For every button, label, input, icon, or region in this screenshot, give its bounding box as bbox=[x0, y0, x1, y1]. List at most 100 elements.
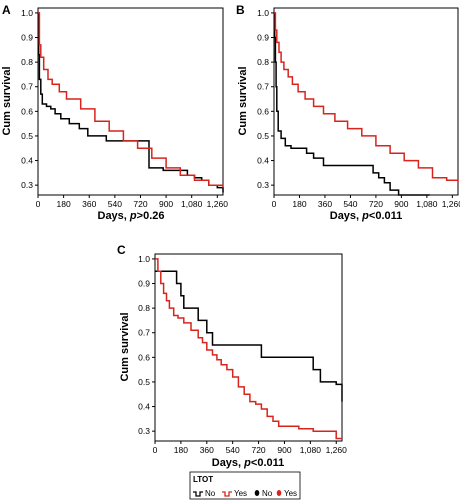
legend-item-no-line: No bbox=[193, 489, 216, 498]
panel-c-x-tick-label: 1,260 bbox=[326, 445, 348, 455]
panel-c-label: C bbox=[117, 243, 126, 257]
panel-b-y-axis-label: Cum survival bbox=[237, 66, 249, 135]
panel-b-x-tick-label: 1,080 bbox=[416, 199, 438, 209]
panel-b-y-tick-label: 0.7 bbox=[257, 82, 269, 92]
legend: LTOT No Yes No Yes bbox=[189, 471, 301, 500]
panel-c-y-tick-label: 1.0 bbox=[138, 254, 150, 264]
panel-c-series bbox=[155, 258, 343, 440]
panel-a-y-ticks: 0.3 0.4 0.5 0.6 0.7 0.8 0.9 1.0 bbox=[21, 8, 38, 190]
panel-a-x-tick-label: 900 bbox=[159, 199, 173, 209]
legend-item-yes-line: Yes bbox=[222, 489, 247, 498]
panel-c-y-tick-label: 0.3 bbox=[138, 426, 150, 436]
panel-c-y-tick-label: 0.5 bbox=[138, 377, 150, 387]
panel-b-series-yes-line bbox=[274, 12, 459, 183]
panel-b: B Cum survival 0.30.40.50.60.70.80.91.0 … bbox=[236, 3, 460, 222]
panel-c-x-axis-label-value: <0.011 bbox=[251, 457, 284, 469]
panel-a: A Cum survival 0.30.40.50.60.70.80.91.0 … bbox=[1, 3, 228, 222]
panel-a-y-tick-label: 0.7 bbox=[21, 82, 33, 92]
panel-b-label: B bbox=[236, 3, 245, 17]
panel-a-series-no-line bbox=[37, 12, 224, 193]
panel-a-y-tick-label: 0.5 bbox=[21, 131, 33, 141]
panel-a-y-tick-label: 0.6 bbox=[21, 106, 33, 116]
panel-b-x-axis-label-text: Days, bbox=[330, 210, 362, 222]
panel-a-x-tick-label: 540 bbox=[108, 199, 122, 209]
panel-c-y-tick-label: 0.4 bbox=[138, 402, 150, 412]
panel-a-y-tick-label: 0.9 bbox=[21, 33, 33, 43]
panel-b-plot-frame bbox=[273, 7, 459, 196]
panel-c-y-tick-label: 0.9 bbox=[138, 279, 150, 289]
panel-b-y-ticks: 0.3 0.4 0.5 0.6 0.7 0.8 0.9 1.0 bbox=[257, 8, 274, 190]
panel-b-series-no-line bbox=[273, 12, 430, 196]
panel-b-y-tick-label: 0.5 bbox=[257, 131, 269, 141]
panel-b-x-tick-label: 900 bbox=[394, 199, 408, 209]
panel-b-y-tick-label: 0.9 bbox=[257, 33, 269, 43]
panel-b-x-tick-label: 1,260 bbox=[442, 199, 460, 209]
legend-censored-dot-black-icon bbox=[254, 490, 260, 496]
panel-b-x-axis-label-value: <0.011 bbox=[369, 210, 402, 222]
legend-step-line-red-icon bbox=[222, 491, 232, 497]
panel-c-x-tick-label: 1,080 bbox=[300, 445, 322, 455]
panel-b-y-tick-label: 0.8 bbox=[257, 57, 269, 67]
panel-c-x-tick-label: 360 bbox=[200, 445, 214, 455]
panel-c-x-axis-label: Days, p<0.011 bbox=[212, 457, 285, 469]
panel-c-y-tick-label: 0.6 bbox=[138, 352, 150, 362]
panel-a-x-tick-label: 180 bbox=[57, 199, 71, 209]
panel-b-x-tick-label: 540 bbox=[343, 199, 357, 209]
panel-c-x-tick-label: 0 bbox=[153, 445, 158, 455]
panel-a-y-axis-label: Cum survival bbox=[1, 66, 13, 135]
panel-a-label: A bbox=[2, 3, 11, 17]
panel-a-x-tick-label: 360 bbox=[82, 199, 96, 209]
legend-label-no: No bbox=[205, 489, 216, 498]
legend-label-no-censored: No bbox=[262, 489, 273, 498]
panel-a-y-tick-label: 0.4 bbox=[21, 156, 33, 166]
legend-label-yes: Yes bbox=[234, 489, 247, 498]
panel-c-x-tick-label: 540 bbox=[226, 445, 240, 455]
panel-b-y-tick-label: 1.0 bbox=[257, 8, 269, 18]
panel-b-x-tick-label: 720 bbox=[369, 199, 383, 209]
legend-step-line-black-icon bbox=[193, 491, 203, 497]
panel-a-y-tick-label: 0.8 bbox=[21, 57, 33, 67]
panel-a-plot-frame bbox=[37, 7, 224, 196]
panel-c-x-axis-label-p: p bbox=[243, 457, 251, 469]
panel-a-x-tick-label: 720 bbox=[133, 199, 147, 209]
panel-c-x-tick-label: 180 bbox=[174, 445, 188, 455]
panel-c-x-tick-label: 720 bbox=[251, 445, 265, 455]
panel-c-y-ticks: 0.3 0.4 0.5 0.6 0.7 0.8 0.9 1.0 bbox=[138, 254, 155, 436]
panel-a-x-tick-label: 0 bbox=[36, 199, 41, 209]
panel-a-x-axis-label-value: >0.26 bbox=[137, 210, 165, 222]
panel-c-y-axis-label: Cum survival bbox=[119, 312, 131, 381]
panel-a-y-tick-label: 0.3 bbox=[21, 180, 33, 190]
legend-frame bbox=[189, 471, 301, 500]
panel-b-series bbox=[273, 12, 459, 196]
panel-a-x-tick-label: 1,080 bbox=[181, 199, 203, 209]
panel-c-y-tick-label: 0.8 bbox=[138, 303, 150, 313]
panel-c-plot-frame bbox=[154, 253, 343, 442]
panel-c-x-ticks: 0 180 360 540 720 900 1,080 1,260 bbox=[153, 441, 348, 455]
legend-title: LTOT bbox=[193, 475, 213, 484]
panel-c-series-yes-line bbox=[155, 258, 342, 440]
panel-a-x-ticks: 0 180 360 540 720 900 1,080 1,260 bbox=[36, 195, 229, 209]
panel-b-x-axis-label-p: p bbox=[361, 210, 369, 222]
panel-b-x-ticks: 0 180 360 540 720 900 1,080 1,260 bbox=[272, 195, 460, 209]
legend-item-yes-censored: Yes bbox=[276, 489, 297, 498]
legend-item-no-censored: No bbox=[254, 489, 273, 498]
panel-b-x-axis-label: Days, p<0.011 bbox=[330, 210, 403, 222]
panel-b-x-tick-label: 180 bbox=[292, 199, 306, 209]
panel-a-series bbox=[37, 12, 224, 193]
panel-c-series-no-line bbox=[155, 270, 343, 402]
panel-b-x-tick-label: 0 bbox=[272, 199, 277, 209]
panel-a-y-tick-label: 1.0 bbox=[21, 8, 33, 18]
panel-a-x-tick-label: 1,260 bbox=[207, 199, 229, 209]
panel-b-y-tick-label: 0.4 bbox=[257, 156, 269, 166]
panel-a-x-axis-label: Days, p>0.26 bbox=[98, 210, 165, 222]
panel-c-y-tick-label: 0.7 bbox=[138, 328, 150, 338]
panel-a-series-yes-line bbox=[38, 12, 224, 188]
panel-b-y-tick-label: 0.6 bbox=[257, 106, 269, 116]
panel-c: C Cum survival 0.30.40.50.60.70.80.91.0 … bbox=[117, 243, 347, 469]
legend-label-yes-censored: Yes bbox=[284, 489, 297, 498]
panel-c-x-tick-label: 900 bbox=[277, 445, 291, 455]
legend-censored-dot-red-icon bbox=[276, 490, 282, 496]
panel-c-x-axis-label-text: Days, bbox=[212, 457, 244, 469]
panel-b-y-tick-label: 0.3 bbox=[257, 180, 269, 190]
